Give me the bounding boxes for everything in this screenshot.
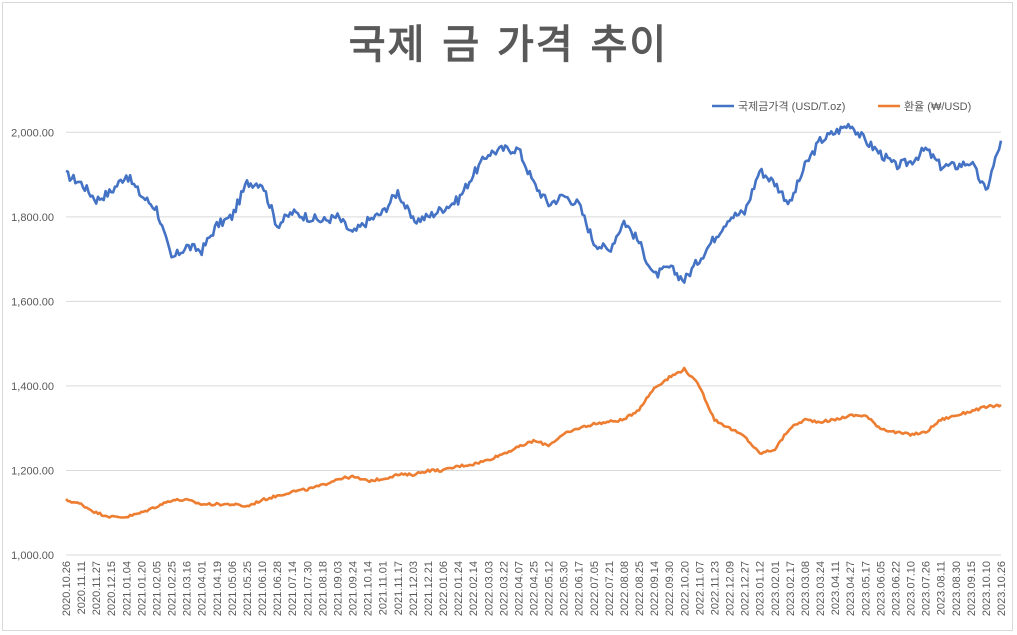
x-tick-label: 2023.08.11 xyxy=(936,561,948,615)
x-tick-label: 2021.04.01 xyxy=(197,561,209,616)
series-lines xyxy=(65,122,1003,519)
x-tick-label: 2022.12.27 xyxy=(740,561,752,616)
x-tick-label: 2023.06.05 xyxy=(875,561,887,616)
x-tick-label: 2023.03.08 xyxy=(800,561,812,616)
x-tick-label: 2021.01.04 xyxy=(121,561,133,616)
x-tick-label: 2023.10.10 xyxy=(981,561,993,616)
legend: 국제금가격 (USD/T.oz) 환율 (₩/USD) xyxy=(712,100,971,113)
y-tick-label: 1,800.00 xyxy=(11,212,54,224)
x-tick-label: 2023.07.26 xyxy=(921,561,933,616)
x-tick-label: 2021.01.20 xyxy=(136,561,148,616)
x-tick-label: 2021.11.17 xyxy=(393,561,405,615)
x-tick-label: 2021.08.18 xyxy=(317,561,329,616)
y-axis-ticks: 1,000.00 1,200.00 1,400.00 1,600.00 1,800.00… xyxy=(11,127,54,562)
x-tick-label: 2021.10.14 xyxy=(363,561,375,616)
x-tick-label: 2021.06.28 xyxy=(272,561,284,616)
x-tick-label: 2022.05.12 xyxy=(544,561,556,616)
x-tick-label: 2022.01.06 xyxy=(438,561,450,616)
y-tick-label: 1,600.00 xyxy=(11,296,54,308)
x-tick-label: 2021.07.30 xyxy=(302,561,314,616)
x-tick-label: 2021.05.06 xyxy=(227,561,239,616)
y-tick-label: 1,200.00 xyxy=(11,465,54,477)
x-tick-label: 2023.04.11 xyxy=(830,561,842,615)
x-tick-label: 2022.04.25 xyxy=(529,561,541,616)
x-tick-label: 2021.02.25 xyxy=(167,561,179,616)
x-tick-label: 2021.02.05 xyxy=(151,561,163,616)
x-tick-label: 2021.12.21 xyxy=(423,561,435,616)
x-tick-label: 2022.06.17 xyxy=(574,561,586,616)
x-tick-label: 2023.06.22 xyxy=(890,561,902,616)
series-line-2 xyxy=(65,366,1002,519)
y-tick-label: 1,000.00 xyxy=(11,550,54,562)
x-tick-label: 2022.01.24 xyxy=(453,561,465,616)
x-tick-label: 2021.05.25 xyxy=(242,561,254,616)
gridlines xyxy=(66,131,1001,556)
x-tick-label: 2023.09.15 xyxy=(966,561,978,616)
x-tick-label: 2020.11.11 xyxy=(76,561,88,614)
x-tick-label: 2021.06.10 xyxy=(257,561,269,616)
x-tick-label: 2021.12.03 xyxy=(408,561,420,616)
x-tick-label: 2021.11.01 xyxy=(378,561,390,615)
x-tick-label: 2021.03.16 xyxy=(182,561,194,616)
x-tick-label: 2023.01.12 xyxy=(755,561,767,616)
x-tick-label: 2020.10.26 xyxy=(61,561,73,616)
x-tick-label: 2023.03.24 xyxy=(815,561,827,616)
x-tick-label: 2022.07.05 xyxy=(589,561,601,616)
y-tick-label: 1,400.00 xyxy=(11,381,54,393)
x-tick-label: 2022.11.07 xyxy=(694,561,706,615)
x-tick-label: 2022.04.07 xyxy=(513,561,525,616)
x-tick-label: 2022.10.20 xyxy=(679,561,691,616)
x-tick-label: 2023.08.30 xyxy=(951,561,963,616)
x-tick-label: 2023.02.01 xyxy=(770,561,782,616)
x-tick-label: 2020.12.15 xyxy=(106,561,118,616)
x-tick-label: 2023.07.10 xyxy=(906,561,918,616)
y-tick-label: 2,000.00 xyxy=(11,127,54,139)
x-axis-ticks: 2020.10.26 2020.11.11 2020.11.27 2020.12.15… xyxy=(61,561,1008,616)
x-tick-label: 2022.05.30 xyxy=(559,561,571,616)
x-tick-label: 2022.07.21 xyxy=(604,561,616,616)
x-tick-label: 2023.04.27 xyxy=(845,561,857,616)
x-tick-label: 2022.03.22 xyxy=(498,561,510,616)
x-tick-label: 2021.07.14 xyxy=(287,561,299,616)
legend-label: 국제금가격 (USD/T.oz) xyxy=(738,100,845,113)
x-tick-label: 2022.11.23 xyxy=(709,561,721,615)
x-tick-label: 2023.10.26 xyxy=(996,561,1008,616)
x-tick-label: 2021.09.24 xyxy=(348,561,360,616)
x-tick-label: 2022.09.14 xyxy=(649,561,661,616)
x-tick-label: 2023.05.17 xyxy=(860,561,872,616)
series-line-1 xyxy=(65,122,1003,284)
x-tick-label: 2022.08.25 xyxy=(634,561,646,616)
x-tick-label: 2022.02.14 xyxy=(468,561,480,616)
x-tick-label: 2022.03.03 xyxy=(483,561,495,616)
x-tick-label: 2021.04.19 xyxy=(212,561,224,616)
x-tick-label: 2022.08.08 xyxy=(619,561,631,616)
x-tick-label: 2022.09.30 xyxy=(664,561,676,616)
x-tick-label: 2021.09.03 xyxy=(332,561,344,616)
x-tick-label: 2020.11.27 xyxy=(91,561,103,615)
x-tick-label: 2022.12.09 xyxy=(725,561,737,616)
chart-title: 국제 금 가격 추이 xyxy=(348,22,669,68)
x-tick-label: 2023.02.17 xyxy=(785,561,797,616)
legend-label: 환율 (₩/USD) xyxy=(904,100,971,113)
